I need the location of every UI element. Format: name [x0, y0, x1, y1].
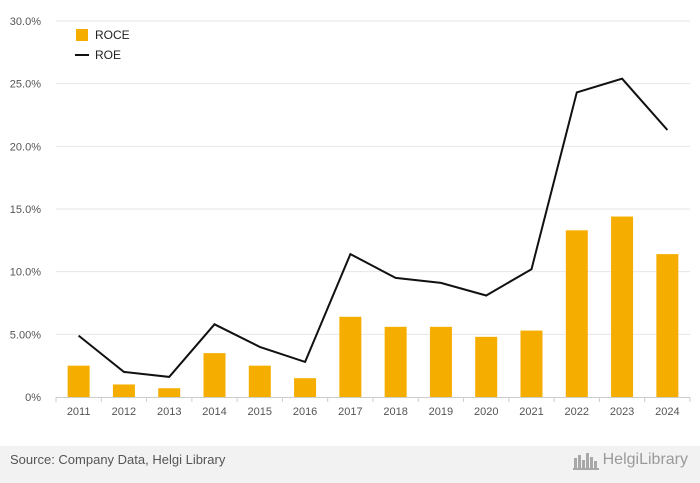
x-tick-label: 2017 — [338, 406, 362, 418]
x-tick-label: 2019 — [429, 406, 453, 418]
x-tick-label: 2015 — [248, 406, 272, 418]
roce-bar — [158, 388, 181, 397]
roe-line-group — [77, 77, 669, 378]
brand-logo: HelgiLibrary — [572, 450, 688, 470]
x-axis: 2011 2012 2013 2014 2015 2016 2017 2018 2019 2020… — [55, 397, 691, 418]
y-tick-label: 10.0% — [10, 267, 41, 279]
roce-bar — [429, 326, 452, 397]
footer: Source: Company Data, Helgi Library Helg… — [0, 446, 700, 483]
chart: 0%5.00%10.0%15.0%20.0%25.0%30.0% 2011 201… — [10, 16, 691, 418]
roce-bar — [339, 316, 362, 397]
roce-bar — [475, 336, 498, 397]
y-axis-ticks: 0% 5.00% 10.0% 15.0% 20.0% 25.0% 30.0% — [10, 16, 41, 404]
y-tick-label: 20.0% — [10, 141, 41, 153]
y-tick-label: 5.00% — [10, 329, 41, 341]
legend: ROCE ROE — [75, 28, 130, 62]
x-tick-label: 2014 — [202, 406, 226, 418]
legend-label-roe: ROE — [95, 48, 121, 62]
roce-bar — [384, 326, 407, 397]
x-tick-label: 2013 — [157, 406, 181, 418]
roce-bar — [67, 365, 90, 397]
x-tick-label: 2022 — [565, 406, 589, 418]
legend-label-roce: ROCE — [95, 28, 130, 42]
y-tick-label: 15.0% — [10, 204, 41, 216]
roce-bar — [611, 216, 634, 397]
source-note: Source: Company Data, Helgi Library — [10, 452, 226, 467]
roce-bar — [203, 353, 226, 397]
library-icon — [572, 453, 599, 470]
y-tick-label: 30.0% — [10, 16, 41, 28]
roce-bar — [294, 378, 317, 397]
gridlines — [56, 20, 690, 335]
roce-bar — [248, 365, 271, 397]
roce-bars — [67, 216, 679, 397]
x-tick-label: 2020 — [474, 406, 498, 418]
x-tick-label: 2024 — [655, 406, 679, 418]
roce-bar — [565, 230, 588, 397]
roce-bar — [112, 384, 135, 397]
x-tick-label: 2012 — [112, 406, 136, 418]
y-tick-label: 0% — [25, 392, 41, 404]
roce-bar — [520, 330, 543, 397]
x-tick-label: 2011 — [67, 406, 91, 418]
roce-bar — [656, 254, 679, 397]
x-tick-label: 2016 — [293, 406, 317, 418]
legend-swatch-roce — [76, 29, 88, 41]
y-tick-label: 25.0% — [10, 79, 41, 91]
brand-name: HelgiLibrary — [602, 451, 688, 468]
roe-line — [77, 77, 669, 378]
x-tick-label: 2021 — [519, 406, 543, 418]
x-tick-label: 2023 — [610, 406, 634, 418]
x-tick-label: 2018 — [383, 406, 407, 418]
